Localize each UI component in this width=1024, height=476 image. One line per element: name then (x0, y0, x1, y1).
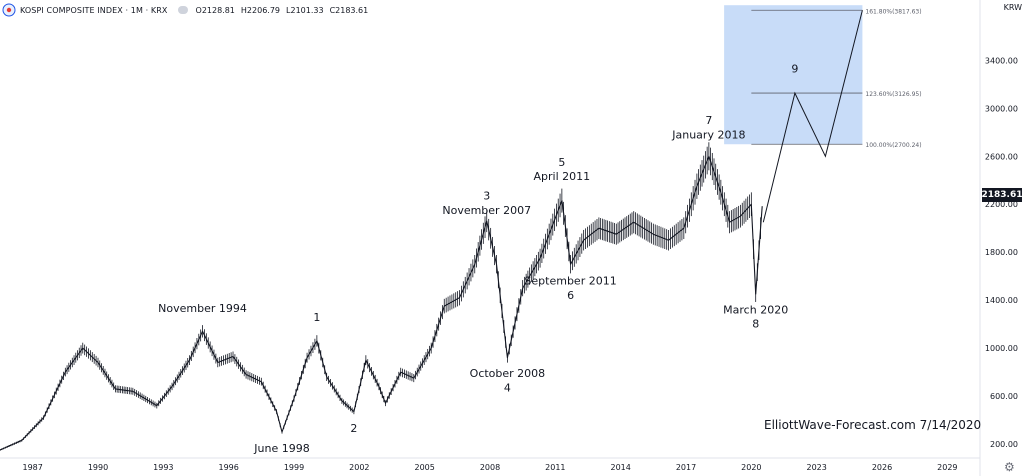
wave-annotation-12: 7 (705, 114, 712, 127)
ohlc-close: C2183.61 (329, 5, 369, 15)
wave-annotation-7: 4 (504, 381, 511, 394)
last-price-tag: 2183.61 (981, 188, 1023, 202)
x-tick-label-4: 1999 (284, 463, 304, 472)
projection-path (762, 10, 863, 223)
price-series-line (0, 155, 763, 451)
wave-annotation-10: September 2011 (524, 275, 616, 288)
y-tick-label-2: 1000.00 (985, 344, 1018, 353)
ohlc-open: O2128.81 (195, 5, 235, 15)
wave-annotation-15: 8 (752, 318, 759, 331)
x-tick-label-5: 2002 (349, 463, 369, 472)
wave-annotation-6: October 2008 (470, 367, 546, 380)
y-tick-label-8: 3400.00 (985, 56, 1018, 65)
ohlc-high: H2206.79 (240, 5, 281, 15)
symbol-title[interactable]: KOSPI COMPOSITE INDEX · 1M · KRX (20, 5, 168, 15)
wave-annotation-14: March 2020 (723, 303, 788, 316)
wave-annotation-4: 3 (483, 189, 490, 202)
currency-label: KRW (1003, 3, 1022, 12)
y-tick-label-3: 1400.00 (985, 296, 1018, 305)
wave-annotation-9: April 2011 (534, 170, 591, 183)
chart-header: KOSPI COMPOSITE INDEX · 1M · KRX O2128.8… (0, 0, 980, 20)
fib-label-0: 161.80%(3817.63) (865, 8, 921, 15)
x-tick-label-14: 2029 (937, 463, 957, 472)
settings-gear-icon[interactable]: ⚙ (1004, 460, 1015, 474)
x-tick-label-13: 2026 (872, 463, 892, 472)
wave-annotation-5: November 2007 (442, 204, 531, 217)
x-tick-label-10: 2017 (676, 463, 696, 472)
x-tick-label-11: 2020 (741, 463, 761, 472)
ohlc-low: L2101.33 (286, 5, 324, 15)
x-tick-label-12: 2023 (806, 463, 826, 472)
y-tick-label-5: 2200.00 (985, 200, 1018, 209)
x-tick-label-1: 1990 (88, 463, 108, 472)
wave-annotation-8: 5 (558, 156, 565, 169)
y-tick-label-7: 3000.00 (985, 104, 1018, 113)
y-tick-label-1: 600.00 (990, 392, 1018, 401)
y-tick-label-6: 2600.00 (985, 152, 1018, 161)
x-tick-label-0: 1987 (22, 463, 42, 472)
watermark-text: ElliottWave-Forecast.com 7/14/2020 (764, 418, 982, 432)
wave-annotation-13: January 2018 (671, 128, 745, 141)
y-tick-label-0: 200.00 (990, 440, 1018, 449)
y-tick-label-4: 1800.00 (985, 248, 1018, 257)
x-tick-label-8: 2011 (545, 463, 565, 472)
wave-annotation-0: November 1994 (158, 302, 247, 315)
wave-annotation-2: June 1998 (253, 442, 309, 455)
wave-annotation-16: 9 (791, 62, 798, 75)
x-tick-label-7: 2008 (480, 463, 500, 472)
wave-annotation-11: 6 (567, 289, 574, 302)
wave-annotation-1: 1 (313, 311, 320, 324)
symbol-logo-icon (2, 3, 16, 17)
wave-annotation-3: 2 (350, 422, 357, 435)
market-status-icon[interactable] (177, 6, 188, 14)
x-tick-label-6: 2005 (414, 463, 434, 472)
x-tick-label-2: 1993 (153, 463, 173, 472)
fib-label-1: 123.60%(3126.95) (865, 91, 921, 98)
fib-label-2: 100.00%(2700.24) (865, 142, 921, 149)
x-tick-label-9: 2014 (610, 463, 630, 472)
target-zone-box (724, 5, 863, 145)
x-tick-label-3: 1996 (218, 463, 238, 472)
